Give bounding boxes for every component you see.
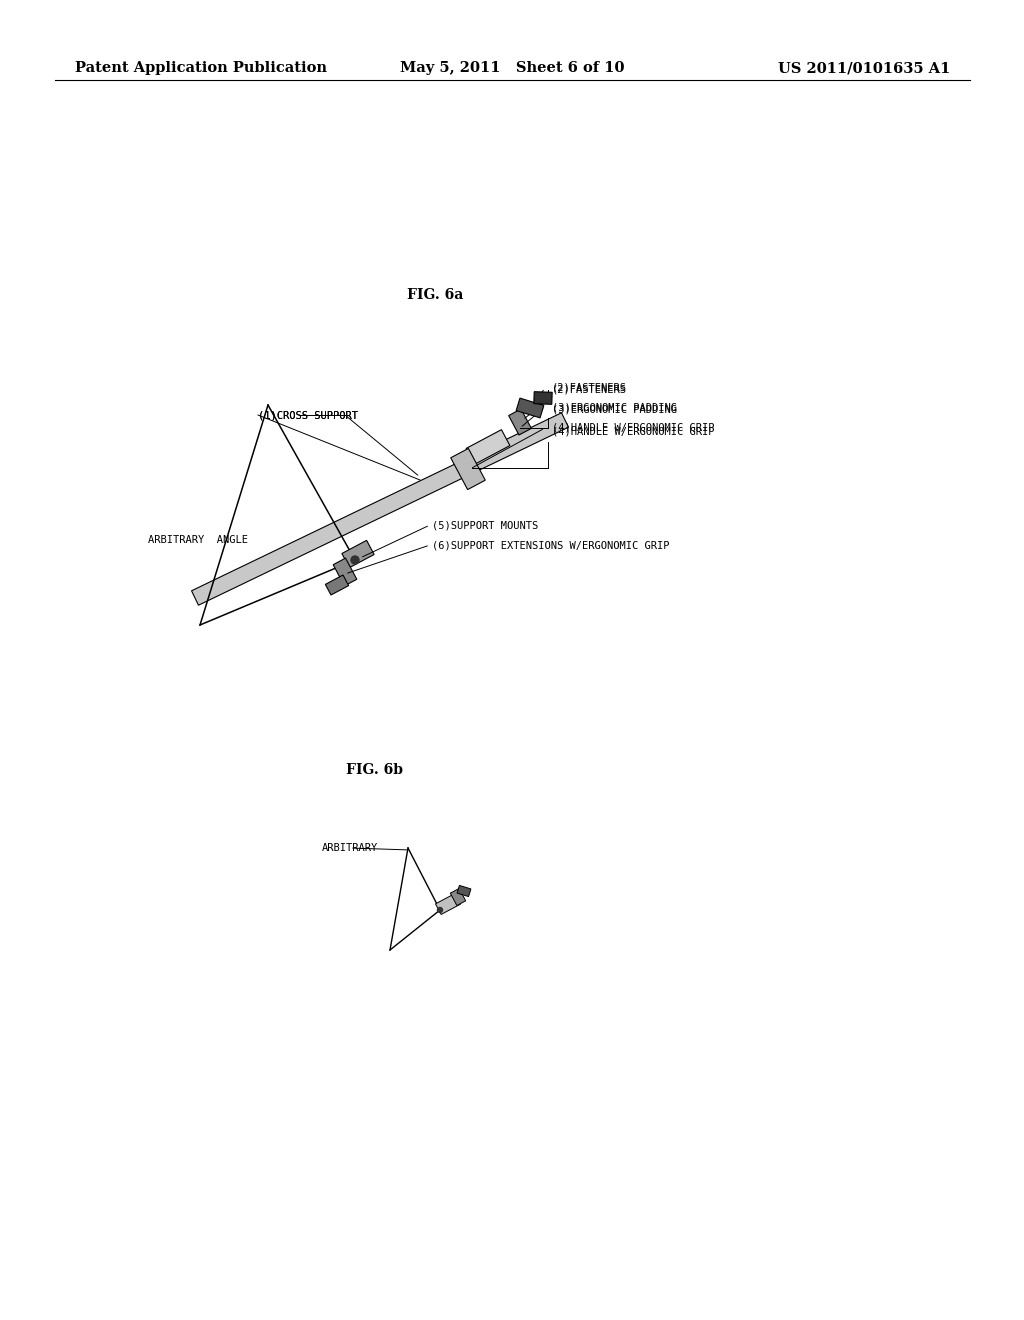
Circle shape	[437, 908, 442, 912]
Text: (2)FASTENERS: (2)FASTENERS	[552, 383, 627, 393]
Text: US 2011/0101635 A1: US 2011/0101635 A1	[777, 61, 950, 75]
Polygon shape	[451, 888, 466, 906]
Polygon shape	[509, 409, 531, 436]
Polygon shape	[516, 399, 544, 418]
Text: (2)FASTENERS: (2)FASTENERS	[552, 385, 627, 395]
Polygon shape	[435, 894, 461, 915]
Polygon shape	[457, 886, 471, 896]
Polygon shape	[326, 576, 348, 595]
Text: ARBITRARY: ARBITRARY	[322, 843, 378, 853]
Text: Patent Application Publication: Patent Application Publication	[75, 61, 327, 75]
Text: ARBITRARY  ANGLE: ARBITRARY ANGLE	[148, 535, 248, 545]
Text: (3)ERGONOMIC PADDING: (3)ERGONOMIC PADDING	[552, 403, 677, 412]
Polygon shape	[451, 449, 485, 490]
Text: FIG. 6a: FIG. 6a	[407, 288, 463, 302]
Text: (4)HANDLE W/ERGONOMIC GRIP: (4)HANDLE W/ERGONOMIC GRIP	[552, 426, 715, 437]
Text: (1)CROSS SUPPORT: (1)CROSS SUPPORT	[258, 411, 358, 420]
Text: May 5, 2011   Sheet 6 of 10: May 5, 2011 Sheet 6 of 10	[399, 61, 625, 75]
Polygon shape	[466, 430, 510, 465]
Text: (6)SUPPORT EXTENSIONS W/ERGONOMIC GRIP: (6)SUPPORT EXTENSIONS W/ERGONOMIC GRIP	[432, 540, 670, 550]
Polygon shape	[534, 392, 552, 404]
Circle shape	[351, 556, 359, 564]
Polygon shape	[342, 540, 374, 568]
Text: FIG. 6b: FIG. 6b	[346, 763, 403, 777]
Polygon shape	[191, 413, 568, 605]
Polygon shape	[333, 558, 356, 586]
Text: (3)ERGONOMIC PADDING: (3)ERGONOMIC PADDING	[552, 405, 677, 414]
Text: (4)HANDLE W/ERGONOMIC GRIP: (4)HANDLE W/ERGONOMIC GRIP	[552, 422, 715, 433]
Text: (1)CROSS SUPPORT: (1)CROSS SUPPORT	[258, 411, 358, 420]
Text: (5)SUPPORT MOUNTS: (5)SUPPORT MOUNTS	[432, 520, 539, 531]
